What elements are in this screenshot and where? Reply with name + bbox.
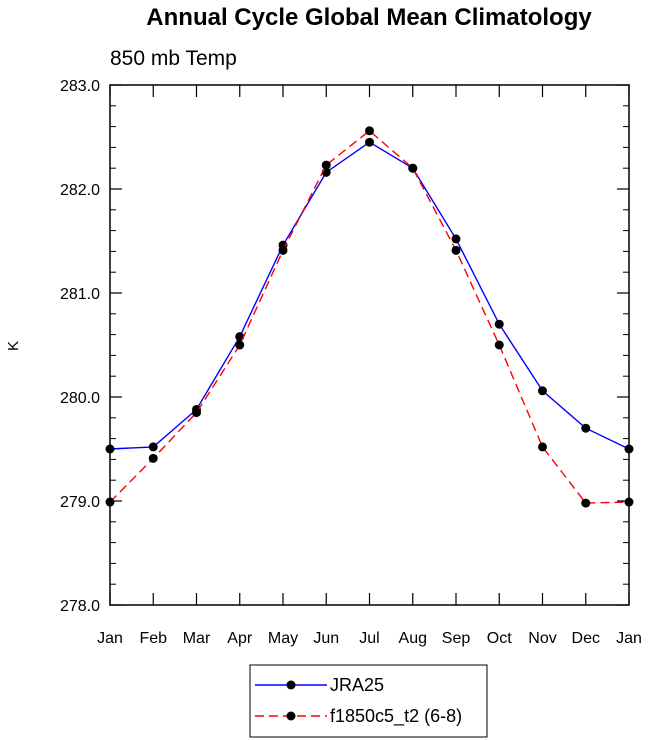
series-1-point [581,498,591,508]
x-tick-label: Jan [97,630,123,647]
x-tick-label: Jul [359,630,379,647]
x-tick-label: Mar [183,630,211,647]
series-1-point [538,442,547,452]
series-line-1 [109,129,630,504]
x-tick-label: Nov [528,630,556,647]
y-tick-labels: 278.0 279.0 280.0 281.0 282.0 283.0 [60,78,100,615]
x-tick-labels: Jan Feb Mar Apr May Jun Jul Aug Sep Oct Nov Dec Jan [97,630,642,647]
legend-box [249,664,488,738]
series-1-point [235,340,245,350]
series-0-point [365,137,374,147]
series-0-point [624,444,634,454]
x-tick-label: May [268,630,298,647]
series-1-point [624,497,634,507]
legend-label-jra25: JRA25 [330,675,384,695]
x-tick-label: Feb [139,630,167,647]
chart-subtitle: 850 mb Temp [110,47,237,70]
x-tick-label: Sep [442,630,471,647]
series-1-point [451,245,461,255]
major-ticks [109,84,630,606]
legend-marker-f1850c5 [286,711,296,721]
plot-frame [109,84,630,606]
y-tick-label: 278.0 [60,598,100,615]
series-1-point [192,408,201,418]
legend-label-f1850c5: f1850c5_t2 (6-8) [330,706,462,727]
series-0-point [451,234,461,244]
series-1-point [365,126,374,136]
series-line-0 [109,141,630,450]
chart-title: Annual Cycle Global Mean Climatology [146,4,592,31]
series-1-point [494,340,504,350]
legend: JRA25 f1850c5_t2 (6-8) [249,664,488,738]
series-0-point [105,444,115,454]
series-layer [105,126,634,508]
series-0-point [494,319,504,329]
series-1-point [408,163,418,173]
x-tick-label: Aug [399,630,427,647]
x-tick-label: Jan [616,630,642,647]
x-tick-label: Apr [227,630,253,647]
y-tick-label: 281.0 [60,286,100,303]
series-1-point [105,497,115,507]
series-0-point [538,386,547,396]
legend-marker-jra25 [286,680,296,690]
series-1-point [148,453,158,463]
series-1-point [278,245,288,255]
y-tick-label: 282.0 [60,182,100,199]
y-tick-label: 279.0 [60,494,100,511]
y-axis-label: K [5,341,22,351]
x-tick-label: Jun [313,630,339,647]
y-tick-label: 283.0 [60,78,100,95]
minor-ticks [110,105,629,585]
x-tick-label: Dec [572,630,600,647]
x-tick-label: Oct [487,630,512,647]
series-0-point [581,423,591,433]
series-1-point [321,160,331,170]
series-0-point [148,442,158,452]
y-tick-label: 280.0 [60,390,100,407]
